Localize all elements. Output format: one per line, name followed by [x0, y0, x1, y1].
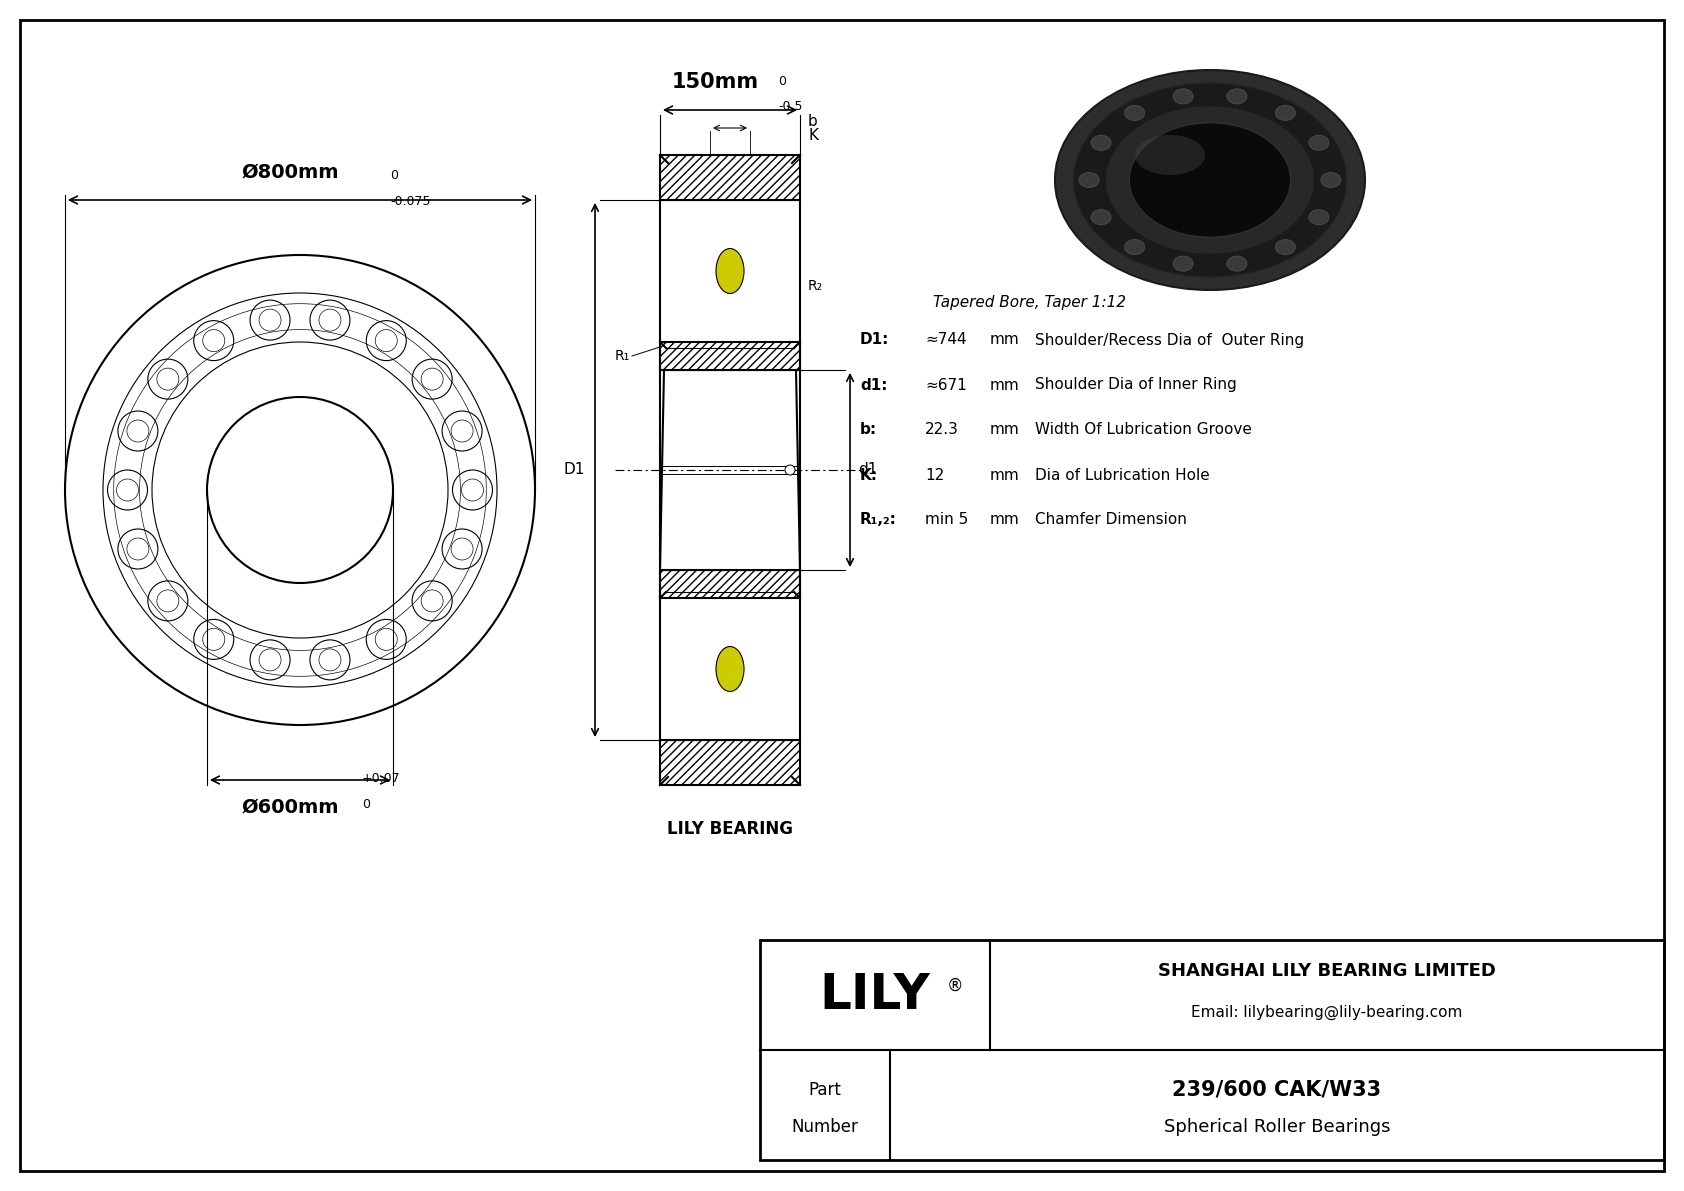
Text: Ø800mm: Ø800mm — [241, 163, 338, 182]
Ellipse shape — [1174, 256, 1192, 272]
Ellipse shape — [1054, 70, 1366, 289]
Ellipse shape — [1228, 89, 1246, 104]
Text: ≈671: ≈671 — [925, 378, 967, 393]
Ellipse shape — [1106, 106, 1314, 254]
Text: mm: mm — [990, 332, 1021, 348]
Ellipse shape — [1320, 173, 1340, 187]
Ellipse shape — [1074, 83, 1347, 276]
Bar — [660, 155, 800, 200]
Text: Shoulder Dia of Inner Ring: Shoulder Dia of Inner Ring — [1036, 378, 1236, 393]
Bar — [660, 342, 800, 370]
Text: min 5: min 5 — [925, 512, 968, 528]
Text: -0.075: -0.075 — [391, 195, 431, 208]
Text: K: K — [808, 129, 818, 143]
Text: b:: b: — [861, 423, 877, 437]
Circle shape — [209, 398, 392, 582]
Ellipse shape — [1135, 135, 1206, 175]
Text: b: b — [808, 114, 818, 130]
Text: Email: lilybearing@lily-bearing.com: Email: lilybearing@lily-bearing.com — [1191, 1005, 1463, 1021]
Ellipse shape — [1130, 123, 1290, 237]
Text: 12: 12 — [925, 468, 945, 482]
Text: R₁,₂:: R₁,₂: — [861, 512, 898, 528]
Ellipse shape — [1174, 89, 1192, 104]
Ellipse shape — [1125, 106, 1145, 120]
Text: mm: mm — [990, 378, 1021, 393]
Bar — [759, 940, 1664, 1160]
Text: Part: Part — [808, 1080, 842, 1098]
Text: mm: mm — [990, 423, 1021, 437]
Text: ®: ® — [946, 977, 963, 994]
Bar — [660, 570, 800, 598]
Ellipse shape — [1125, 239, 1145, 255]
Text: 0: 0 — [362, 798, 370, 811]
Text: ≈744: ≈744 — [925, 332, 967, 348]
Text: 239/600 CAK/W33: 239/600 CAK/W33 — [1172, 1079, 1381, 1099]
Text: 22.3: 22.3 — [925, 423, 958, 437]
Ellipse shape — [716, 647, 744, 692]
Text: Width Of Lubrication Groove: Width Of Lubrication Groove — [1036, 423, 1251, 437]
Ellipse shape — [1308, 210, 1329, 225]
Text: LILY BEARING: LILY BEARING — [667, 819, 793, 838]
Text: Tapered Bore, Taper 1:12: Tapered Bore, Taper 1:12 — [933, 295, 1127, 310]
Text: Spherical Roller Bearings: Spherical Roller Bearings — [1164, 1118, 1391, 1136]
Text: D1: D1 — [564, 462, 584, 478]
Circle shape — [785, 464, 795, 475]
Text: LILY: LILY — [820, 971, 930, 1019]
Ellipse shape — [1275, 106, 1295, 120]
Bar — [660, 740, 800, 785]
Text: SHANGHAI LILY BEARING LIMITED: SHANGHAI LILY BEARING LIMITED — [1159, 962, 1495, 980]
Text: mm: mm — [990, 512, 1021, 528]
Text: R₂: R₂ — [808, 279, 823, 293]
Text: mm: mm — [990, 468, 1021, 482]
Text: Number: Number — [791, 1118, 859, 1136]
Text: Ø600mm: Ø600mm — [241, 798, 338, 817]
Ellipse shape — [1079, 173, 1100, 187]
Ellipse shape — [1091, 136, 1111, 150]
Text: Chamfer Dimension: Chamfer Dimension — [1036, 512, 1187, 528]
Ellipse shape — [1091, 210, 1111, 225]
Text: Dia of Lubrication Hole: Dia of Lubrication Hole — [1036, 468, 1209, 482]
Ellipse shape — [1308, 136, 1329, 150]
Text: 150mm: 150mm — [672, 71, 758, 92]
Text: R₁: R₁ — [615, 349, 630, 363]
Ellipse shape — [716, 249, 744, 293]
Ellipse shape — [1275, 239, 1295, 255]
Ellipse shape — [1228, 256, 1246, 272]
Text: d1:: d1: — [861, 378, 887, 393]
Text: Shoulder/Recess Dia of  Outer Ring: Shoulder/Recess Dia of Outer Ring — [1036, 332, 1303, 348]
Text: 0: 0 — [778, 75, 786, 88]
Text: +0.07: +0.07 — [362, 772, 401, 785]
Text: D1:: D1: — [861, 332, 889, 348]
Text: 0: 0 — [391, 169, 397, 182]
Text: d1: d1 — [859, 462, 877, 478]
Text: -0.5: -0.5 — [778, 100, 803, 113]
Text: K:: K: — [861, 468, 877, 482]
